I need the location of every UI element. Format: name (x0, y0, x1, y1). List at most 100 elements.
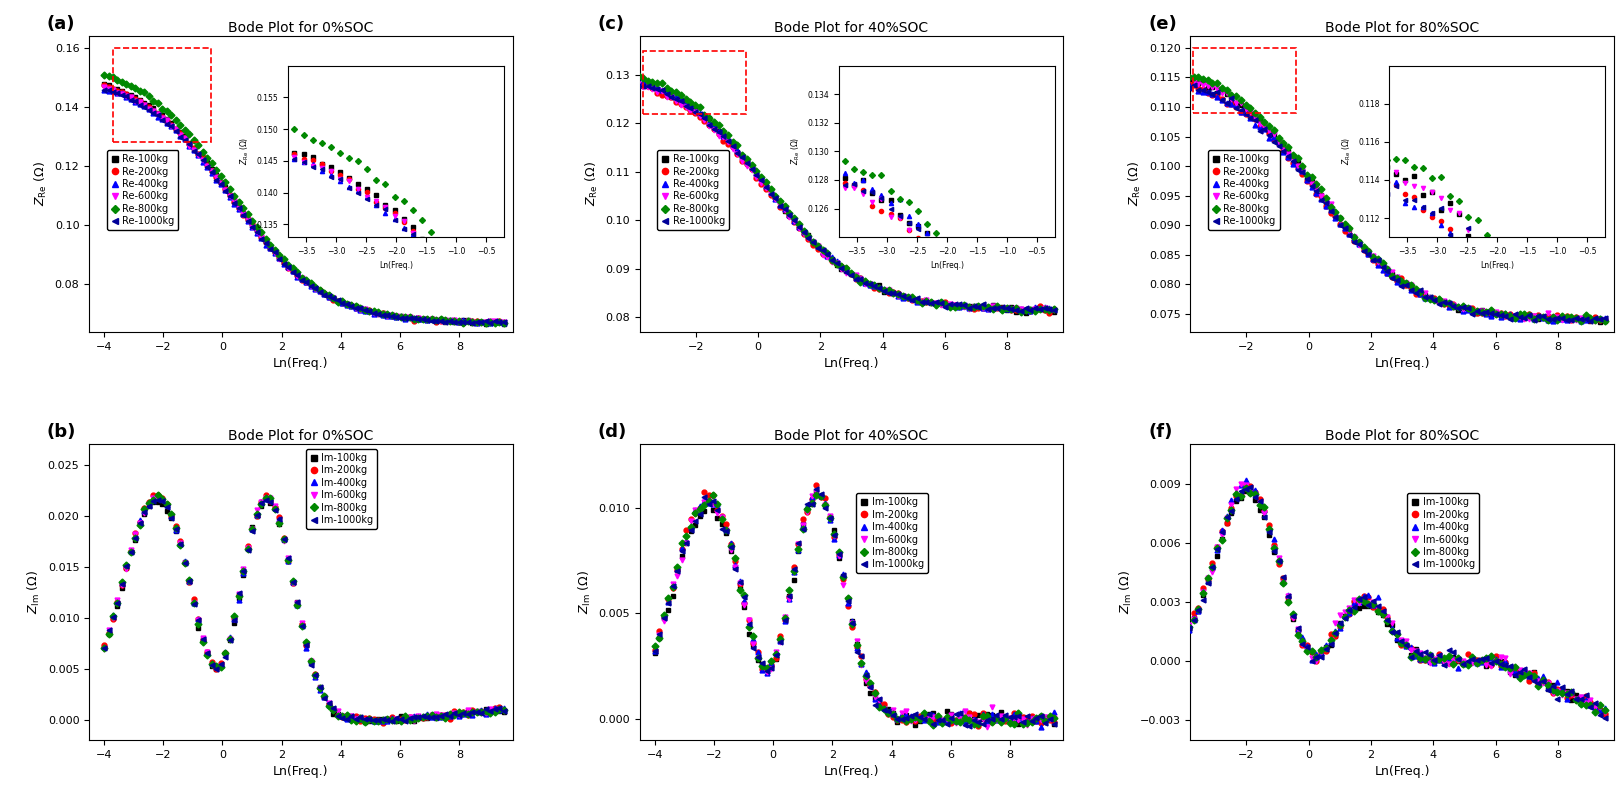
Re-600kg (624, 79, 644, 89)
Re-600kg (472, 318, 491, 328)
X-axis label: Ln(Freq.): Ln(Freq.) (272, 357, 329, 370)
Re-1000kg (148, 110, 167, 119)
Im-400kg (699, 498, 719, 508)
Im-400kg (981, 709, 1001, 718)
Im-800kg (646, 642, 665, 651)
Re-100kg (427, 315, 446, 325)
Im-400kg (1045, 707, 1064, 717)
Re-600kg (216, 185, 235, 194)
Im-800kg (495, 706, 514, 715)
Im-1000kg (806, 484, 826, 494)
Im-100kg (436, 710, 456, 720)
Text: (b): (b) (47, 423, 76, 442)
Im-1000kg (996, 710, 1015, 719)
Im-200kg (152, 494, 172, 503)
Im-200kg (221, 634, 240, 644)
Line: Im-200kg: Im-200kg (102, 493, 506, 725)
Re-1000kg (1174, 77, 1194, 86)
Re-800kg (1533, 312, 1552, 322)
Im-800kg (436, 713, 456, 722)
Line: Im-100kg: Im-100kg (652, 490, 1058, 727)
Title: Bode Plot for 80%SOC: Bode Plot for 80%SOC (1325, 21, 1479, 35)
Im-100kg (495, 707, 514, 717)
Line: Re-600kg: Re-600kg (102, 85, 506, 326)
Re-100kg (921, 298, 941, 308)
Re-400kg (1174, 77, 1194, 86)
Im-400kg (436, 712, 456, 722)
Im-400kg (1590, 705, 1609, 714)
Im-800kg (1528, 681, 1547, 690)
Im-800kg (381, 715, 401, 725)
Line: Im-100kg: Im-100kg (102, 496, 506, 724)
Im-600kg (148, 493, 167, 502)
Im-1000kg (378, 715, 397, 725)
Im-800kg (986, 714, 1006, 723)
Title: Bode Plot for 40%SOC: Bode Plot for 40%SOC (774, 21, 929, 35)
Re-800kg (751, 173, 770, 182)
Re-600kg (983, 301, 1002, 310)
Re-1000kg (1594, 313, 1614, 322)
Line: Re-800kg: Re-800kg (1182, 71, 1607, 324)
Re-800kg (1525, 314, 1544, 324)
Im-100kg (1045, 719, 1064, 729)
Re-1000kg (1577, 314, 1596, 324)
Re-200kg (216, 184, 235, 194)
Re-400kg (477, 317, 496, 326)
Legend: Im-100kg, Im-200kg, Im-400kg, Im-600kg, Im-800kg, Im-1000kg: Im-100kg, Im-200kg, Im-400kg, Im-600kg, … (1406, 494, 1479, 574)
Im-400kg (1538, 682, 1557, 692)
Im-200kg (444, 706, 464, 716)
Line: Re-600kg: Re-600kg (631, 82, 1056, 312)
Line: Re-800kg: Re-800kg (631, 71, 1056, 314)
Re-200kg (983, 303, 1002, 313)
Re-200kg (1174, 75, 1194, 85)
Im-200kg (1528, 680, 1547, 690)
Im-1000kg (986, 710, 1006, 720)
Im-1000kg (1307, 652, 1327, 662)
Im-200kg (928, 715, 947, 725)
Re-100kg (1577, 313, 1596, 322)
Re-600kg (1538, 309, 1557, 318)
Im-1000kg (1594, 714, 1614, 723)
Y-axis label: $Z_{\rm Re}$ (Ω): $Z_{\rm Re}$ (Ω) (32, 162, 49, 206)
Re-400kg (495, 318, 514, 328)
Re-100kg (1045, 308, 1064, 318)
Re-800kg (1174, 69, 1194, 78)
Im-100kg (996, 715, 1015, 725)
Im-100kg (986, 712, 1006, 722)
Y-axis label: $Z_{\rm Re}$ (Ω): $Z_{\rm Re}$ (Ω) (584, 162, 600, 206)
Re-100kg (988, 302, 1007, 311)
Re-1000kg (216, 186, 235, 196)
Im-800kg (1036, 716, 1056, 726)
Re-600kg (436, 314, 456, 324)
Im-100kg (933, 716, 952, 726)
Re-200kg (681, 106, 701, 115)
Line: Im-600kg: Im-600kg (102, 495, 506, 723)
Im-1000kg (1581, 702, 1601, 712)
Im-400kg (444, 709, 464, 718)
X-axis label: Ln(Freq.): Ln(Freq.) (824, 766, 879, 778)
Re-200kg (94, 80, 114, 90)
Im-800kg (355, 718, 375, 727)
Im-200kg (1538, 677, 1557, 686)
Im-800kg (704, 490, 723, 500)
Re-400kg (1543, 316, 1562, 326)
Im-1000kg (1045, 719, 1064, 729)
Re-100kg (1594, 317, 1614, 326)
Im-1000kg (495, 706, 514, 715)
Re-1000kg (1533, 311, 1552, 321)
Im-200kg (646, 646, 665, 655)
Im-800kg (996, 714, 1015, 723)
Line: Im-400kg: Im-400kg (1182, 477, 1607, 712)
Im-100kg (216, 649, 235, 658)
Re-600kg (973, 303, 993, 313)
Im-100kg (1036, 713, 1056, 722)
Re-100kg (624, 78, 644, 87)
Re-400kg (436, 316, 456, 326)
Line: Im-200kg: Im-200kg (652, 482, 1058, 728)
Re-600kg (1581, 314, 1601, 324)
Im-400kg (148, 490, 167, 500)
Re-800kg (681, 98, 701, 107)
Re-1000kg (1011, 306, 1030, 315)
Re-1000kg (495, 317, 514, 326)
Re-400kg (629, 75, 649, 85)
